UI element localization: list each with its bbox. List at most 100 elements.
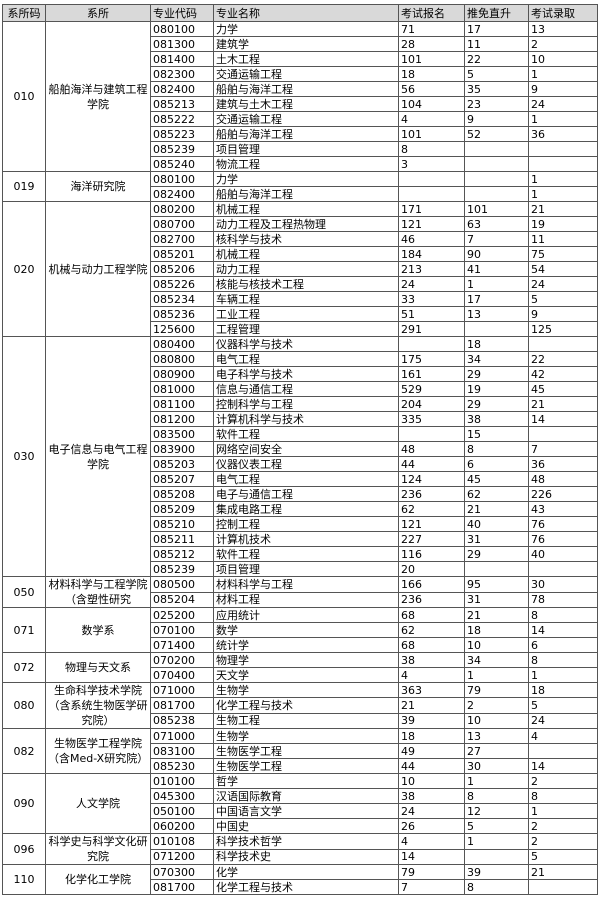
- exam-applicants: 71: [398, 21, 465, 37]
- recommended: 13: [464, 728, 529, 744]
- exam-admitted: 125: [528, 321, 598, 337]
- recommended: 5: [464, 66, 529, 82]
- exam-applicants: 3: [398, 156, 465, 172]
- major-name: 哲学: [213, 773, 399, 789]
- exam-admitted: 2: [528, 36, 598, 52]
- major-name: 化学: [213, 864, 399, 880]
- major-code: 010108: [150, 833, 214, 850]
- exam-applicants: 26: [398, 818, 465, 834]
- major-code: 085240: [150, 156, 214, 172]
- major-name: 生物医学工程: [213, 743, 399, 759]
- recommended: 18: [464, 622, 529, 638]
- table-row: 085240 物流工程 3: [3, 156, 598, 172]
- exam-admitted: 21: [528, 396, 598, 412]
- major-name: 科学技术史: [213, 848, 399, 865]
- major-code: 085207: [150, 471, 214, 487]
- major-code: 080200: [150, 201, 214, 217]
- major-code: 083100: [150, 743, 214, 759]
- exam-applicants: 121: [398, 216, 465, 232]
- exam-admitted: 4: [528, 728, 598, 744]
- recommended: 62: [464, 486, 529, 502]
- table-row: 081700 化学工程与技术 7 8: [3, 879, 598, 895]
- major-code: 085211: [150, 531, 214, 547]
- exam-admitted: 5: [528, 848, 598, 865]
- major-code: 010100: [150, 773, 214, 789]
- admission-table: 系所码 系所 专业代码 专业名称 考试报名 推免直升 考试录取 010 船舶海洋与建筑工程学院…: [2, 4, 598, 895]
- major-name: 控制工程: [213, 516, 399, 532]
- major-code: 080800: [150, 351, 214, 367]
- major-code: 071200: [150, 848, 214, 865]
- major-name: 材料科学与工程: [213, 576, 399, 593]
- major-code: 085208: [150, 486, 214, 502]
- exam-admitted: 40: [528, 546, 598, 562]
- table-row: 085203 仪器仪表工程 44 6 36: [3, 456, 598, 472]
- exam-admitted: 19: [528, 216, 598, 232]
- exam-applicants: [398, 336, 465, 352]
- table-row: 110 化学化工学院 070300 化学 79 39 21: [2, 864, 598, 895]
- table-row: 071400 统计学 68 10 6: [3, 637, 598, 653]
- major-code: 085239: [150, 141, 214, 157]
- table-row: 096 科学史与科学文化研究院 010108 科学技术哲学 4 1 2: [2, 833, 598, 865]
- exam-admitted: [528, 426, 598, 442]
- exam-applicants: 101: [398, 51, 465, 67]
- major-code: 085234: [150, 291, 214, 307]
- major-code: 085238: [150, 712, 214, 730]
- exam-applicants: 213: [398, 261, 465, 277]
- recommended: 29: [464, 396, 529, 412]
- major-name: 工程管理: [213, 321, 399, 337]
- table-row: 010 船舶海洋与建筑工程学院 080100 力学 71 17 13: [2, 21, 598, 172]
- recommended: 23: [464, 96, 529, 112]
- exam-admitted: 226: [528, 486, 598, 502]
- recommended: 18: [464, 336, 529, 352]
- exam-applicants: 28: [398, 36, 465, 52]
- major-name: 网络空间安全: [213, 441, 399, 457]
- major-code: 071000: [150, 728, 214, 744]
- header-row: 系所码 系所 专业代码 专业名称 考试报名 推免直升 考试录取: [2, 4, 598, 22]
- major-name: 数学: [213, 622, 399, 638]
- exam-applicants: 24: [398, 276, 465, 292]
- major-code: 070300: [150, 864, 214, 880]
- table-row: 060200 中国史 26 5 2: [3, 818, 598, 834]
- dept-name: 化学化工学院: [45, 864, 151, 895]
- major-name: 科学技术哲学: [213, 833, 399, 850]
- major-name: 计算机科学与技术: [213, 411, 399, 427]
- major-name: 动力工程及工程热物理: [213, 216, 399, 232]
- major-code: 060200: [150, 818, 214, 834]
- exam-applicants: 101: [398, 126, 465, 142]
- exam-applicants: 363: [398, 681, 465, 699]
- exam-applicants: 291: [398, 321, 465, 337]
- table-row: 085222 交通运输工程 4 9 1: [3, 111, 598, 127]
- exam-admitted: 36: [528, 456, 598, 472]
- major-code: 085212: [150, 546, 214, 562]
- exam-applicants: 38: [398, 652, 465, 668]
- major-code: 082400: [150, 186, 214, 202]
- recommended: 13: [464, 306, 529, 322]
- major-code: 085230: [150, 758, 214, 774]
- dept-code: 071: [2, 607, 46, 653]
- major-name: 生物工程: [213, 712, 399, 730]
- exam-admitted: [528, 561, 598, 577]
- exam-applicants: 18: [398, 66, 465, 82]
- exam-admitted: 6: [528, 637, 598, 653]
- major-code: 070200: [150, 652, 214, 668]
- table-row: 085239 项目管理 20: [3, 561, 598, 577]
- recommended: 34: [464, 351, 529, 367]
- recommended: 17: [464, 291, 529, 307]
- major-name: 化学工程与技术: [213, 697, 399, 714]
- exam-admitted: 5: [528, 697, 598, 714]
- recommended: 39: [464, 864, 529, 880]
- major-name: 化学工程与技术: [213, 879, 399, 895]
- major-name: 电子与通信工程: [213, 486, 399, 502]
- exam-applicants: 104: [398, 96, 465, 112]
- column-header: 推免直升: [464, 4, 529, 22]
- exam-admitted: 54: [528, 261, 598, 277]
- exam-applicants: 18: [398, 728, 465, 744]
- major-name: 核科学与技术: [213, 231, 399, 247]
- recommended: 29: [464, 546, 529, 562]
- major-name: 电气工程: [213, 351, 399, 367]
- exam-applicants: 56: [398, 81, 465, 97]
- major-code: 081300: [150, 36, 214, 52]
- exam-applicants: 227: [398, 531, 465, 547]
- exam-admitted: 24: [528, 276, 598, 292]
- major-name: 船舶与海洋工程: [213, 186, 399, 202]
